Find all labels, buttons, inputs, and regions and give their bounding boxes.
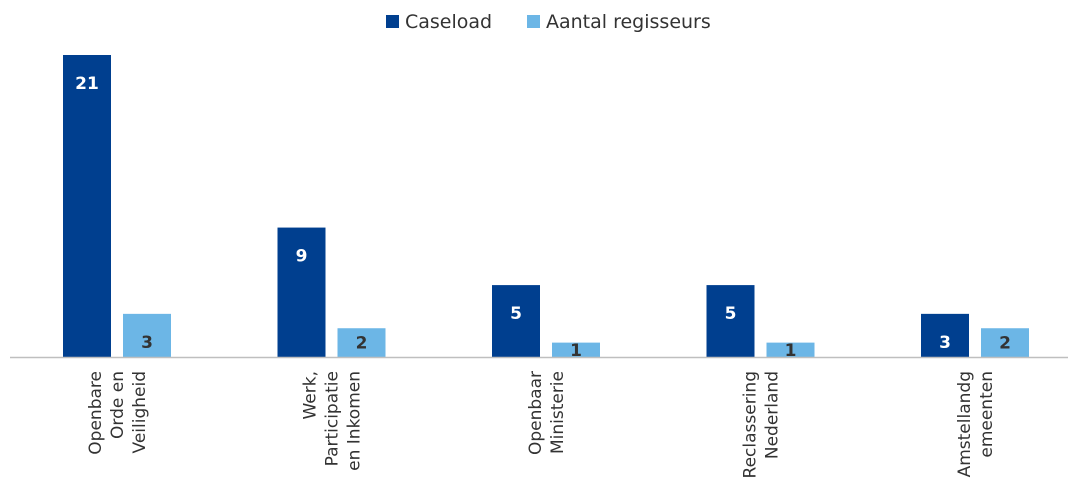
bar-1-1: [337, 328, 386, 357]
bar-0-0: [63, 55, 111, 357]
category-label-line-2-1: Ministerie: [548, 371, 568, 454]
category-label-line-0-2: Veiligheid: [130, 371, 150, 453]
category-label-2: Openbaar Ministerie: [526, 371, 568, 455]
data-label-1-1: 2: [356, 334, 368, 354]
legend-label-0: Caseload: [405, 11, 492, 33]
legend-label-1: Aantal regisseurs: [546, 11, 711, 33]
data-label-1-2: 1: [570, 341, 582, 361]
data-label-0-2: 5: [510, 304, 522, 324]
data-label-0-1: 9: [296, 247, 308, 267]
category-label-1: Werk, Participatie en Inkomen: [301, 371, 365, 471]
category-label-4: Amstellandg emeenten: [955, 371, 997, 477]
category-label-line-4-1: emeenten: [977, 371, 997, 458]
bar-0-4: [921, 313, 969, 357]
category-label-line-1-1: Participatie: [323, 371, 343, 466]
category-label-0: Openbare Orde en Veiligheid: [86, 371, 150, 455]
category-label-line-0-1: Orde en: [108, 371, 128, 439]
category-label-line-3-1: Nederland: [763, 371, 783, 459]
data-label-1-3: 1: [785, 341, 797, 361]
category-label-line-4-0: Amstellandg: [955, 371, 975, 477]
category-label-line-3-0: Reclassering: [741, 371, 761, 478]
bar-0-3: [706, 285, 755, 357]
data-label-0-3: 5: [725, 304, 737, 324]
data-label-1-4: 2: [999, 334, 1011, 354]
category-label-line-2-0: Openbaar: [526, 371, 546, 455]
data-label-0-0: 21: [75, 74, 99, 94]
legend-swatch-0: [386, 15, 399, 28]
bar-1-4: [981, 328, 1029, 357]
category-label-3: Reclassering Nederland: [741, 371, 783, 478]
legend-swatch-1: [527, 15, 540, 28]
category-label-line-0-0: Openbare: [86, 371, 106, 455]
data-label-1-0: 3: [141, 333, 153, 353]
bars: [63, 55, 1029, 357]
legend: Caseload Aantal regisseurs: [386, 11, 711, 33]
bar-1-0: [123, 313, 171, 357]
data-label-0-4: 3: [939, 333, 951, 353]
category-label-line-1-0: Werk,: [301, 371, 321, 420]
bar-0-1: [277, 227, 326, 357]
bar-1-3: [766, 342, 815, 357]
bar-0-2: [492, 285, 540, 357]
category-label-line-1-2: en Inkomen: [345, 371, 365, 471]
value-labels: 21 3 9 2 5 1 5 1 3 2: [75, 74, 1011, 361]
category-labels: Openbare Orde en Veiligheid Werk, Participat…: [86, 371, 997, 478]
bar-1-2: [552, 342, 600, 357]
